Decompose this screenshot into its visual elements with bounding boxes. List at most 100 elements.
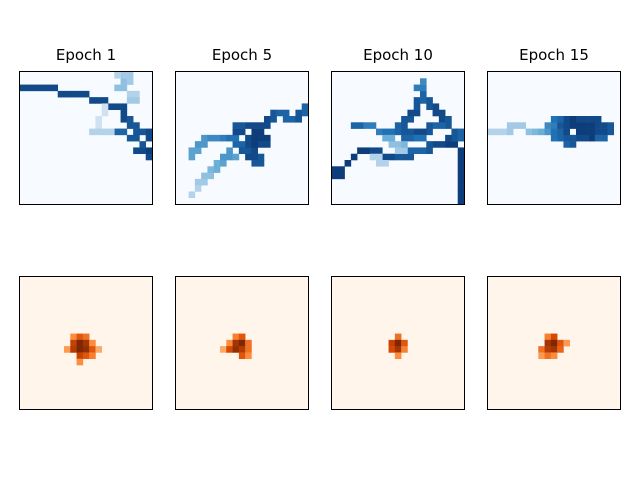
heatmap-epoch-5-trajectory [175,71,309,205]
heatmap-cell [363,122,371,129]
heatmap-cell [350,153,358,161]
heatmap-cell [213,134,221,142]
heatmap-cell [220,160,227,167]
heatmap-cell [213,160,221,167]
heatmap-cell [401,128,408,136]
heatmap-cell [344,160,352,167]
heatmap-cell [569,116,577,123]
heatmap-cell [226,346,233,353]
heatmap-cell [388,153,396,161]
heatmap-cell [89,97,96,104]
heatmap-cell [588,128,596,136]
heatmap-cell [401,116,408,123]
heatmap-cell [432,122,440,129]
heatmap-cell [114,103,121,111]
heatmap-cell [232,346,240,353]
heatmap-cell [401,141,408,148]
heatmap-cell [563,134,571,142]
heatmap-cell [588,116,596,123]
heatmap-cell [601,134,608,142]
heatmap-cell [457,178,464,186]
heatmap-cell [607,122,615,129]
heatmap-cell [550,333,558,341]
heatmap-cell [120,128,128,136]
heatmap-cell [89,339,96,347]
heatmap-cell [432,109,440,117]
heatmap-cell [413,84,421,92]
heatmap-cell [120,72,128,79]
heatmap-cell [238,346,246,353]
heatmap-cell [120,84,128,92]
heatmap-cell [82,333,90,341]
heatmap-cell [426,122,433,129]
heatmap-cell [388,128,396,136]
heatmap-cell [401,122,408,129]
heatmap-cell [194,185,202,192]
heatmap-cell [89,128,96,136]
heatmap-cell [238,128,246,136]
heatmap-svg [488,277,620,409]
heatmap-cell [413,103,421,111]
heatmap-cell [232,122,240,129]
heatmap-cell [382,128,389,136]
heatmap-cell [251,147,259,155]
heatmap-cell [394,339,402,347]
heatmap-cell [426,141,433,148]
heatmap-cell [201,178,208,186]
heatmap-cell [133,147,140,155]
heatmap-cell [120,78,128,85]
heatmap-cell [394,147,402,155]
heatmap-cell [45,84,52,92]
heatmap-cell [525,128,533,136]
heatmap-cell [388,346,396,353]
heatmap-cell [445,122,452,129]
heatmap-cell [194,141,202,148]
heatmap-cell [457,128,464,136]
heatmap-cell [89,346,96,353]
heatmap-cell [363,147,371,155]
heatmap-epoch-10-trajectory [331,71,465,205]
heatmap-cell [588,122,596,129]
heatmap-cell [388,339,396,347]
heatmap-svg [332,72,464,204]
heatmap-cell [264,134,271,142]
heatmap-cell [420,90,427,98]
heatmap-cell [550,128,558,136]
heatmap-cell [26,84,33,92]
heatmap-cell [576,116,583,123]
heatmap-cell [126,72,134,79]
heatmap-cell [220,134,227,142]
heatmap-epoch-1-density [19,276,153,410]
heatmap-cell [382,134,389,142]
heatmap-cell [438,122,446,129]
heatmap-cell [245,141,252,148]
heatmap-cell [357,122,364,129]
heatmap-cell [576,122,583,129]
heatmap-cell [232,134,240,142]
heatmap-cell [238,333,246,341]
heatmap-cell [544,122,552,129]
heatmap-cell [38,84,46,92]
heatmap-cell [245,352,252,360]
heatmap-cell [500,128,508,136]
heatmap-cell [207,172,215,180]
heatmap-cell [264,116,271,123]
heatmap-cell [207,134,215,142]
heatmap-cell [457,172,464,180]
heatmap-cell [420,147,427,155]
heatmap-cell [394,153,402,161]
heatmap-cell [426,147,433,155]
heatmap-cell [101,109,109,117]
heatmap-cell [563,141,571,148]
heatmap-cell [232,153,240,161]
heatmap-cell [76,346,84,353]
heatmap-cell [101,128,109,136]
heatmap-cell [457,166,464,173]
heatmap-cell [544,352,552,360]
heatmap-cell [238,147,246,155]
heatmap-cell [388,141,396,148]
heatmap-cell [388,134,396,142]
heatmap-cell [376,153,383,161]
heatmap-cell [188,191,196,199]
